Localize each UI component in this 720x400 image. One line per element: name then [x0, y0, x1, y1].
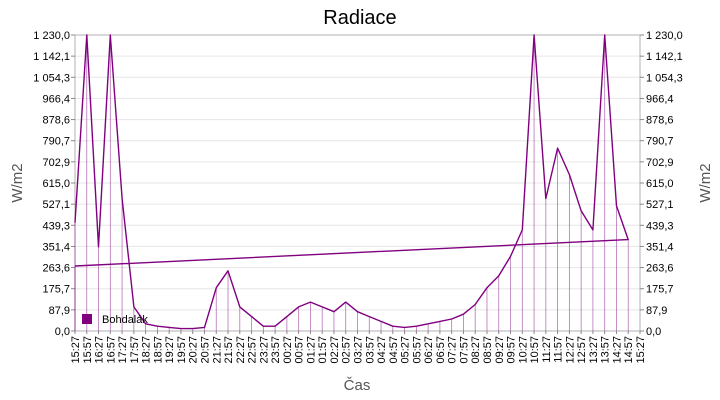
x-tick-label: 13:27 — [588, 336, 600, 364]
x-tick-label: 23:27 — [258, 336, 270, 364]
x-tick-label: 00:27 — [282, 336, 294, 364]
x-tick-label: 05:57 — [411, 336, 423, 364]
x-tick-label: 18:27 — [141, 336, 153, 364]
x-tick-label: 01:27 — [305, 336, 317, 364]
y-tick-label-left: 175,7 — [42, 284, 70, 296]
y-tick-label-left: 87,9 — [49, 305, 70, 317]
x-tick-label: 22:57 — [247, 336, 259, 364]
legend-label: Bohdalák — [102, 314, 148, 326]
x-tick-label: 16:57 — [105, 336, 117, 364]
x-tick-label: 08:27 — [470, 336, 482, 364]
x-tick-label: 10:57 — [529, 336, 541, 364]
x-tick-label: 12:27 — [564, 336, 576, 364]
x-tick-label: 15:27 — [635, 336, 647, 364]
y-tick-label-left: 615,0 — [42, 178, 70, 190]
y-tick-label-right: 615,0 — [646, 178, 674, 190]
x-tick-label: 21:57 — [223, 336, 235, 364]
x-tick-label: 15:27 — [70, 336, 82, 364]
x-tick-label: 23:57 — [270, 336, 282, 364]
x-tick-label: 04:57 — [388, 336, 400, 364]
y-tick-label-right: 351,4 — [646, 241, 674, 253]
x-tick-label: 15:57 — [82, 336, 94, 364]
y-tick-label-left: 527,1 — [42, 199, 70, 211]
x-tick-label: 14:57 — [623, 336, 635, 364]
x-tick-label: 06:57 — [435, 336, 447, 364]
x-tick-label: 19:57 — [176, 336, 188, 364]
x-tick-label: 21:27 — [211, 336, 223, 364]
y-tick-label-left: 351,4 — [42, 241, 70, 253]
y-tick-label-right: 1 054,3 — [646, 72, 683, 84]
x-tick-label: 03:57 — [364, 336, 376, 364]
x-tick-label: 05:27 — [400, 336, 412, 364]
y-tick-label-right: 702,9 — [646, 157, 674, 169]
x-axis-label: Čas — [344, 377, 371, 394]
x-tick-label: 11:27 — [541, 336, 553, 363]
x-tick-label: 22:27 — [235, 336, 247, 364]
y-axis-right-label: W/m2 — [697, 163, 714, 202]
x-tick-label: 07:57 — [458, 336, 470, 364]
x-tick-label: 08:57 — [482, 336, 494, 364]
x-tick-label: 12:57 — [576, 336, 588, 364]
y-tick-label-left: 263,6 — [42, 263, 70, 275]
x-tick-label: 11:57 — [553, 336, 565, 363]
y-tick-label-right: 966,4 — [646, 93, 674, 105]
x-tick-label: 16:27 — [94, 336, 106, 364]
y-tick-label-left: 790,7 — [42, 136, 70, 148]
legend-swatch — [82, 314, 92, 324]
chart-title: Radiace — [323, 7, 396, 29]
x-tick-label: 03:27 — [353, 336, 365, 364]
x-tick-label: 07:27 — [447, 336, 459, 364]
y-tick-label-left: 0,0 — [55, 326, 70, 338]
y-tick-label-right: 527,1 — [646, 199, 674, 211]
x-tick-label: 02:27 — [329, 336, 341, 364]
x-tick-label: 06:27 — [423, 336, 435, 364]
x-tick-label: 17:27 — [117, 336, 129, 364]
x-tick-label: 10:27 — [517, 336, 529, 364]
series-layer — [74, 34, 629, 331]
y-tick-label-left: 439,3 — [42, 220, 70, 232]
y-tick-label-left: 1 054,3 — [33, 72, 70, 84]
x-tick-label: 04:27 — [376, 336, 388, 364]
y-tick-label-left: 878,6 — [42, 115, 70, 127]
y-axis-right-ticks: 0,0 87,9 175,7 263,6 351,4 439,3 527,1 615,0 702… — [640, 30, 683, 338]
x-axis-ticks: 15:27 15:57 16:27 16:57 17:27 17:57 18:27 18:57… — [70, 331, 647, 364]
y-tick-label-right: 263,6 — [646, 263, 674, 275]
x-tick-label: 18:57 — [152, 336, 164, 364]
x-tick-label: 13:57 — [600, 336, 612, 364]
x-tick-label: 09:57 — [506, 336, 518, 364]
y-axis-left-label: W/m2 — [9, 163, 26, 202]
y-tick-label-left: 1 142,1 — [33, 51, 70, 63]
y-tick-label-right: 439,3 — [646, 220, 674, 232]
x-tick-label: 01:57 — [317, 336, 329, 364]
x-tick-label: 02:57 — [341, 336, 353, 364]
x-tick-label: 20:57 — [199, 336, 211, 364]
x-tick-label: 20:27 — [188, 336, 200, 364]
y-tick-label-left: 1 230,0 — [33, 30, 70, 42]
y-tick-label-right: 878,6 — [646, 115, 674, 127]
x-tick-label: 17:57 — [129, 336, 141, 364]
legend: Bohdalák — [82, 314, 148, 326]
y-tick-label-left: 966,4 — [42, 93, 70, 105]
y-tick-label-right: 87,9 — [646, 305, 667, 317]
y-tick-label-right: 1 230,0 — [646, 30, 683, 42]
x-tick-label: 14:27 — [611, 336, 623, 364]
x-tick-label: 09:27 — [494, 336, 506, 364]
y-tick-label-left: 702,9 — [42, 157, 70, 169]
y-tick-label-right: 175,7 — [646, 284, 674, 296]
y-tick-label-right: 790,7 — [646, 136, 674, 148]
y-tick-label-right: 1 142,1 — [646, 51, 683, 63]
x-tick-label: 00:57 — [294, 336, 306, 364]
x-tick-label: 19:27 — [164, 336, 176, 364]
y-tick-label-right: 0,0 — [646, 326, 661, 338]
y-axis-left-ticks: 0,0 87,9 175,7 263,6 351,4 439,3 527,1 615,0 702… — [33, 30, 75, 338]
